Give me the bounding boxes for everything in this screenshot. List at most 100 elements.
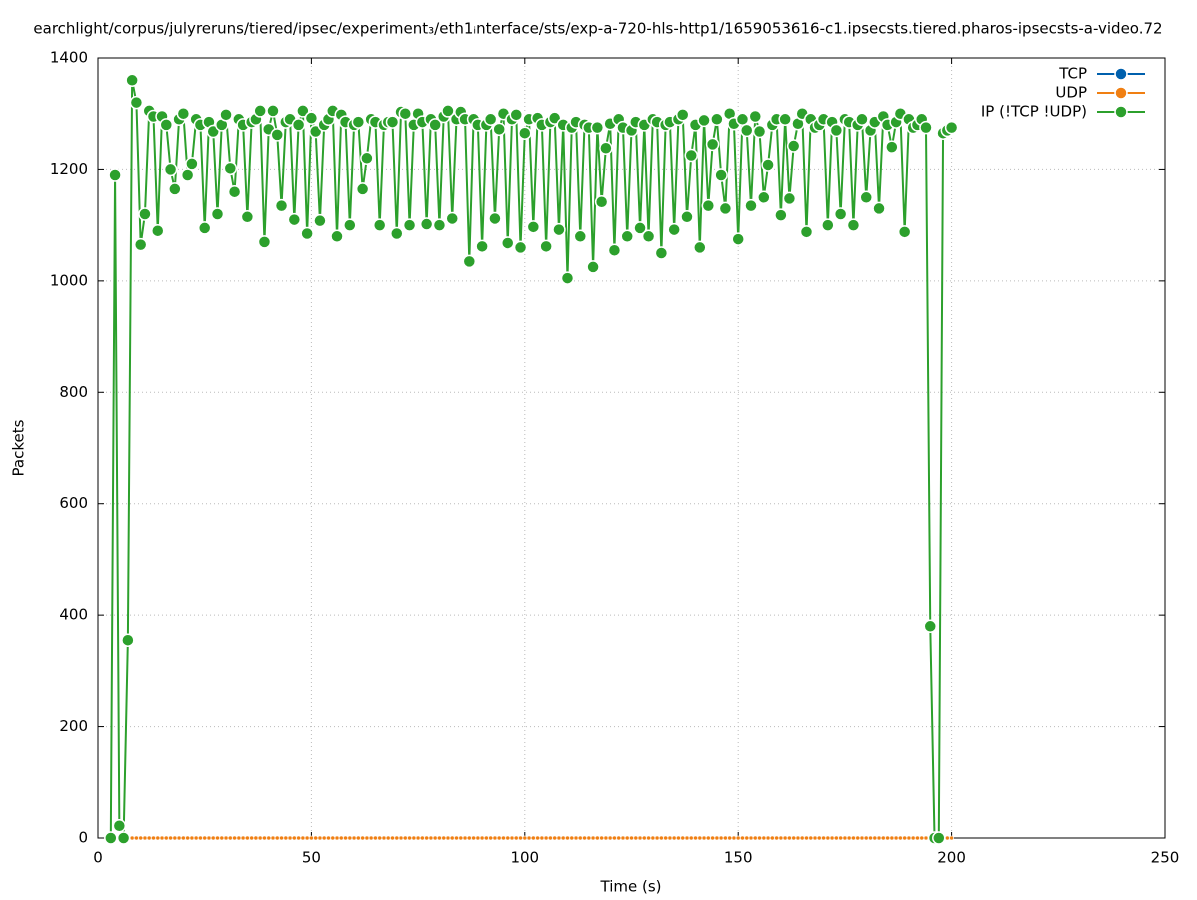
data-point — [535, 835, 540, 841]
data-point — [573, 229, 588, 244]
data-point — [906, 835, 912, 841]
y-axis-label: Packets — [10, 419, 28, 476]
legend-swatch — [1114, 86, 1128, 100]
data-point — [923, 619, 938, 634]
data-point — [654, 246, 669, 260]
data-point — [590, 835, 596, 841]
data-point — [360, 151, 374, 166]
data-point — [146, 835, 152, 841]
data-point — [710, 112, 724, 127]
data-point — [680, 210, 694, 224]
data-point — [556, 835, 562, 841]
data-point — [663, 835, 668, 841]
data-point — [296, 835, 301, 841]
data-point — [181, 835, 186, 841]
data-point — [595, 835, 600, 841]
data-point — [821, 835, 826, 841]
data-point — [748, 835, 754, 841]
data-point — [590, 120, 605, 135]
data-point — [650, 835, 656, 841]
data-point — [159, 118, 174, 132]
data-point — [727, 835, 732, 841]
data-point — [420, 835, 425, 841]
data-point — [701, 835, 707, 841]
data-point — [753, 835, 758, 841]
data-point — [697, 113, 711, 128]
data-point — [262, 835, 267, 841]
data-point — [198, 835, 203, 841]
data-point — [872, 835, 878, 841]
data-point — [223, 835, 229, 841]
data-point — [782, 191, 797, 206]
data-point — [292, 835, 297, 841]
data-point — [518, 126, 532, 140]
data-point — [718, 835, 724, 841]
data-point — [787, 835, 792, 841]
data-point — [343, 835, 348, 841]
data-point — [279, 835, 284, 841]
data-point — [859, 835, 865, 841]
data-point — [693, 240, 707, 255]
data-point — [390, 226, 404, 241]
data-point — [296, 104, 310, 118]
data-point — [782, 835, 788, 841]
data-point — [219, 835, 225, 841]
data-point — [360, 835, 365, 841]
data-point — [689, 835, 694, 841]
data-point — [526, 835, 532, 841]
data-point — [112, 818, 127, 833]
data-point — [944, 120, 959, 135]
data-point — [620, 835, 626, 841]
data-point — [176, 835, 182, 841]
data-point — [833, 207, 848, 221]
data-point — [513, 240, 528, 255]
data-point — [467, 835, 472, 841]
data-point — [633, 221, 647, 235]
data-point — [514, 835, 519, 841]
data-point — [607, 243, 622, 257]
plot-frame — [97, 57, 1166, 839]
y-tick-label: 800 — [59, 383, 88, 401]
data-point — [594, 194, 609, 209]
data-point — [210, 835, 216, 841]
data-point — [253, 835, 259, 841]
data-point — [795, 835, 801, 841]
data-point — [309, 835, 314, 841]
data-point — [492, 122, 506, 137]
data-point — [385, 115, 400, 129]
data-point — [552, 222, 566, 237]
data-point — [748, 109, 763, 124]
data-point — [817, 835, 822, 841]
data-point — [868, 835, 873, 841]
data-point — [257, 235, 272, 249]
legend-swatch — [1114, 105, 1128, 119]
data-point — [270, 835, 276, 841]
data-point — [253, 104, 267, 118]
y-tick-label: 0 — [78, 829, 88, 847]
data-point — [505, 835, 510, 841]
data-point — [791, 835, 796, 841]
data-point — [902, 835, 907, 841]
y-tick-label: 1000 — [50, 271, 88, 289]
data-point — [842, 835, 848, 841]
data-point — [364, 835, 370, 841]
data-point — [825, 835, 831, 841]
data-point — [266, 104, 280, 118]
data-point — [799, 225, 814, 239]
data-point — [676, 835, 681, 841]
data-point — [304, 835, 310, 841]
data-point — [155, 835, 161, 841]
data-point — [228, 835, 233, 841]
data-point — [855, 112, 869, 127]
data-point — [898, 835, 903, 841]
data-point — [172, 835, 178, 841]
data-point — [770, 835, 775, 841]
data-point — [560, 271, 575, 285]
x-tick-label: 0 — [93, 849, 103, 867]
data-point — [428, 835, 434, 841]
data-point — [637, 835, 643, 841]
data-point — [697, 835, 703, 841]
data-point — [718, 201, 733, 216]
data-point — [275, 835, 280, 841]
